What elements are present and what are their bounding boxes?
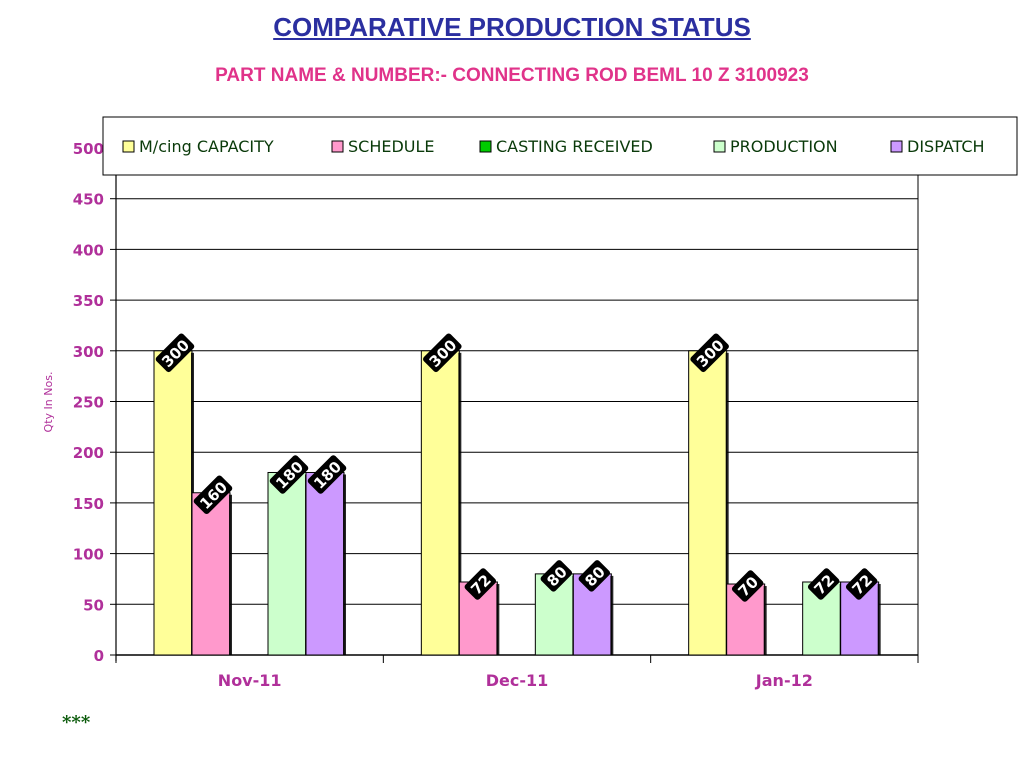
- bar: [305, 471, 345, 656]
- y-tick-label: 250: [73, 394, 104, 412]
- legend-label: DISPATCH: [907, 137, 985, 156]
- legend: M/cing CAPACITY SCHEDULE CASTING RECEIVED P…: [102, 116, 1018, 176]
- x-tick-label: Nov-11: [218, 671, 282, 690]
- footer-note: ***: [62, 712, 91, 733]
- legend-box: [102, 116, 1018, 176]
- x-tick-label: Dec-11: [486, 671, 549, 690]
- axes: 0 50 100 150 200 250 300 350 400 450 500 Nov-11 Dec-…: [73, 138, 919, 690]
- bar-shadow: [458, 352, 462, 655]
- bar-shadow: [229, 494, 232, 655]
- data-label-bg: [423, 333, 462, 373]
- legend-swatch: [713, 140, 726, 153]
- legend-label: M/cing CAPACITY: [139, 137, 274, 156]
- bar-shadow: [725, 352, 729, 655]
- y-tick-label: 100: [73, 546, 104, 564]
- chart-title: COMPARATIVE PRODUCTION STATUS: [273, 12, 751, 42]
- data-label-bg: [307, 455, 347, 494]
- y-tick-label: 150: [73, 495, 104, 513]
- data-label-bg: [540, 560, 573, 592]
- x-tick-label: Jan-12: [755, 671, 813, 690]
- data-label-bg: [731, 570, 764, 602]
- bars: [153, 350, 881, 656]
- legend-swatch: [479, 140, 492, 153]
- y-tick-label: 500: [73, 140, 104, 158]
- data-label-bg: [155, 333, 195, 373]
- y-tick-label: 200: [73, 444, 104, 462]
- legend-swatch: [890, 140, 903, 153]
- bar-shadow: [763, 586, 767, 655]
- bar-shadow: [343, 474, 346, 655]
- data-label-bg: [269, 455, 309, 494]
- legend-label: PRODUCTION: [730, 137, 838, 156]
- bar-shadow: [496, 583, 500, 655]
- legend-swatch: [331, 140, 344, 153]
- y-tick-label: 300: [73, 343, 104, 361]
- bar: [191, 492, 231, 656]
- data-label-bg: [690, 333, 729, 373]
- y-tick-label: 50: [83, 596, 104, 614]
- gridlines: [116, 147, 918, 656]
- legend-swatch: [122, 140, 135, 153]
- data-label-bg: [193, 475, 233, 515]
- data-label-bg: [578, 560, 611, 592]
- bar: [153, 350, 193, 656]
- data-label-bg: [807, 568, 840, 600]
- bar: [420, 350, 460, 656]
- legend-label: CASTING RECEIVED: [496, 137, 653, 156]
- bar-shadow: [610, 575, 614, 655]
- y-tick-label: 350: [73, 292, 104, 310]
- y-tick-label: 450: [73, 191, 104, 209]
- bar: [267, 471, 307, 656]
- bar-shadow: [877, 583, 881, 655]
- chart-subtitle: PART NAME & NUMBER:- CONNECTING ROD BEML…: [215, 65, 809, 86]
- y-axis-title: Qty In Nos.: [42, 372, 55, 433]
- y-tick-label: 400: [73, 241, 104, 259]
- y-tick-label: 0: [94, 647, 104, 665]
- bar: [688, 350, 728, 656]
- data-label-bg: [464, 568, 497, 600]
- legend-label: SCHEDULE: [348, 137, 435, 156]
- data-label-bg: [845, 568, 878, 600]
